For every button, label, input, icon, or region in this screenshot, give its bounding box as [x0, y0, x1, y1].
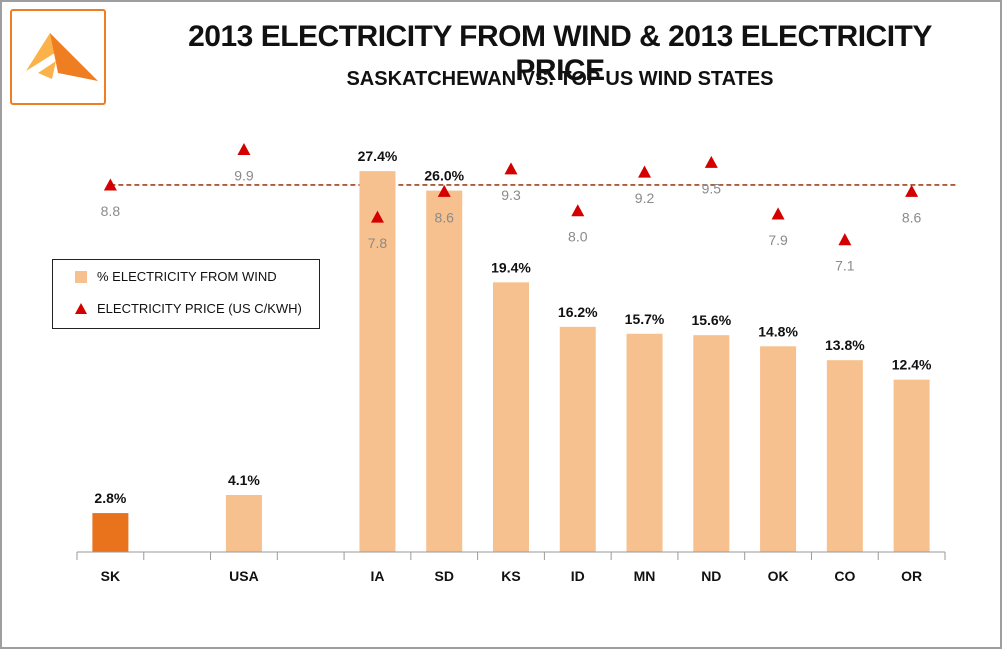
wind-data-label: 14.8% [758, 323, 798, 339]
price-marker-triangle [504, 162, 518, 175]
wind-bar [760, 346, 797, 552]
x-tick-label: CO [834, 568, 855, 584]
wind-bar [426, 190, 463, 552]
x-tick-label: SK [101, 568, 120, 584]
price-data-label: 7.1 [835, 258, 855, 274]
logo-shape-orange [50, 33, 98, 81]
wind-data-label: 2.8% [94, 490, 126, 506]
logo-triangle-icon [26, 33, 98, 81]
price-marker-triangle [638, 165, 652, 178]
wind-data-label: 15.7% [625, 311, 665, 327]
price-marker-triangle [370, 210, 384, 223]
wind-bar [92, 513, 129, 552]
price-data-label: 8.6 [434, 209, 454, 225]
price-marker-triangle [771, 207, 785, 220]
wind-data-label: 19.4% [491, 259, 531, 275]
price-marker-triangle [103, 178, 117, 191]
price-data-label: 9.5 [702, 180, 722, 196]
wind-data-label: 4.1% [228, 472, 260, 488]
logo-shape-yellow-bottom [38, 61, 56, 79]
company-logo [10, 9, 106, 105]
x-tick-label: IA [370, 568, 384, 584]
wind-bar [893, 379, 930, 552]
price-data-label: 7.9 [768, 232, 788, 248]
wind-data-label: 12.4% [892, 357, 932, 373]
price-marker-triangle [437, 184, 451, 197]
legend-item-price: ELECTRICITY PRICE (US C/KWH) [75, 301, 302, 316]
x-tick-label: USA [229, 568, 259, 584]
wind-bar [559, 326, 596, 552]
wind-bar [693, 335, 730, 552]
price-marker-triangle [237, 143, 251, 156]
legend-wind-swatch [75, 270, 87, 283]
wind-data-label: 27.4% [358, 148, 398, 164]
price-data-label: 7.8 [368, 235, 388, 251]
price-marker-triangle [704, 155, 718, 168]
logo-shape-yellow-top [26, 33, 58, 71]
wind-bar [826, 360, 863, 552]
x-tick-label: ND [701, 568, 721, 584]
wind-bar [359, 171, 396, 552]
price-marker-triangle [905, 184, 919, 197]
x-tick-label: SD [435, 568, 454, 584]
price-marker-triangle [571, 204, 585, 217]
x-tick-label: KS [501, 568, 520, 584]
legend-wind-label: % ELECTRICITY FROM WIND [97, 269, 277, 284]
chart-subtitle: SASKATCHEWAN VS. TOP US WIND STATES [346, 68, 774, 90]
x-tick-label: MN [634, 568, 656, 584]
wind-data-label: 15.6% [691, 312, 731, 328]
price-data-label: 8.6 [902, 209, 922, 225]
wind-data-label: 26.0% [424, 168, 464, 184]
price-data-label: 9.3 [501, 187, 521, 203]
price-data-label: 9.9 [234, 168, 254, 184]
wind-bar [225, 495, 262, 552]
wind-data-label: 16.2% [558, 304, 598, 320]
price-data-label: 8.0 [568, 229, 588, 245]
chart-legend: % ELECTRICITY FROM WIND ELECTRICITY PRIC… [52, 259, 320, 329]
legend-price-triangle-icon [75, 303, 87, 314]
wind-bar [626, 333, 663, 552]
x-tick-label: ID [571, 568, 585, 584]
price-marker-triangle [838, 233, 852, 246]
x-tick-label: OK [768, 568, 789, 584]
x-tick-label: OR [901, 568, 922, 584]
price-data-label: 8.8 [101, 203, 121, 219]
wind-bar [493, 282, 529, 552]
legend-price-label: ELECTRICITY PRICE (US C/KWH) [97, 301, 302, 316]
legend-item-wind: % ELECTRICITY FROM WIND [75, 269, 277, 284]
chart-title: 2013 ELECTRICITY FROM WIND & 2013 ELECTR… [188, 20, 932, 87]
wind-data-label: 13.8% [825, 337, 865, 353]
price-data-label: 9.2 [635, 190, 655, 206]
